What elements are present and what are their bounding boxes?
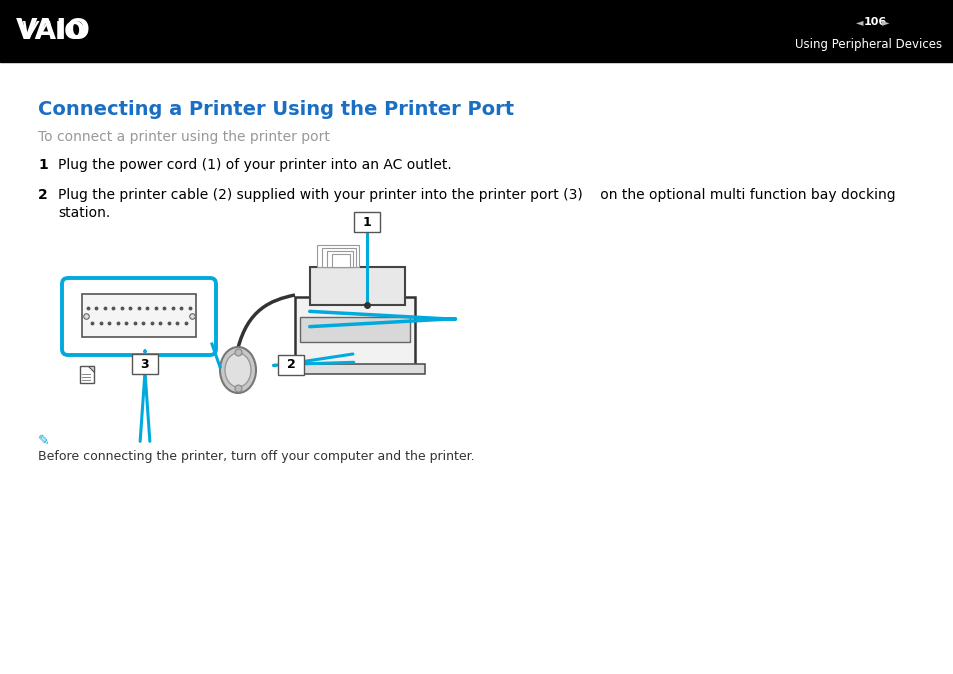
- Bar: [327, 251, 353, 267]
- Bar: [354, 212, 379, 232]
- Bar: [82, 294, 195, 337]
- Bar: [294, 297, 415, 372]
- Bar: [299, 364, 424, 374]
- Ellipse shape: [225, 353, 251, 387]
- Text: 1: 1: [38, 158, 48, 172]
- Text: station.: station.: [58, 206, 111, 220]
- Bar: [277, 355, 304, 375]
- Ellipse shape: [220, 347, 255, 393]
- Polygon shape: [88, 366, 94, 372]
- Bar: [299, 317, 410, 342]
- Text: Connecting a Printer Using the Printer Port: Connecting a Printer Using the Printer P…: [38, 100, 514, 119]
- Bar: [332, 254, 350, 267]
- Text: 1: 1: [362, 216, 371, 228]
- Bar: [80, 366, 94, 383]
- Text: ✎: ✎: [38, 434, 50, 448]
- FancyBboxPatch shape: [62, 278, 215, 355]
- Text: To connect a printer using the printer port: To connect a printer using the printer p…: [38, 130, 330, 144]
- Text: Plug the printer cable (2) supplied with your printer into the printer port (3) : Plug the printer cable (2) supplied with…: [58, 188, 895, 202]
- Text: ►: ►: [882, 18, 888, 28]
- Bar: [0, 0, 953, 62]
- Text: 2: 2: [286, 359, 295, 371]
- Text: ◄: ◄: [855, 18, 862, 28]
- Text: Before connecting the printer, turn off your computer and the printer.: Before connecting the printer, turn off …: [38, 450, 475, 463]
- Bar: [310, 267, 405, 305]
- Bar: [132, 354, 158, 374]
- Text: Plug the power cord (1) of your printer into an AC outlet.: Plug the power cord (1) of your printer …: [58, 158, 452, 172]
- Text: Using Peripheral Devices: Using Peripheral Devices: [794, 38, 941, 51]
- Bar: [322, 248, 355, 267]
- Text: 106: 106: [863, 18, 886, 28]
- Text: VAIO: VAIO: [16, 17, 91, 45]
- Text: 3: 3: [140, 357, 150, 371]
- Text: $\mathbf{\mathit{VA}}$IO: $\mathbf{\mathit{VA}}$IO: [20, 20, 86, 44]
- Text: 2: 2: [38, 188, 48, 202]
- Bar: [316, 245, 358, 267]
